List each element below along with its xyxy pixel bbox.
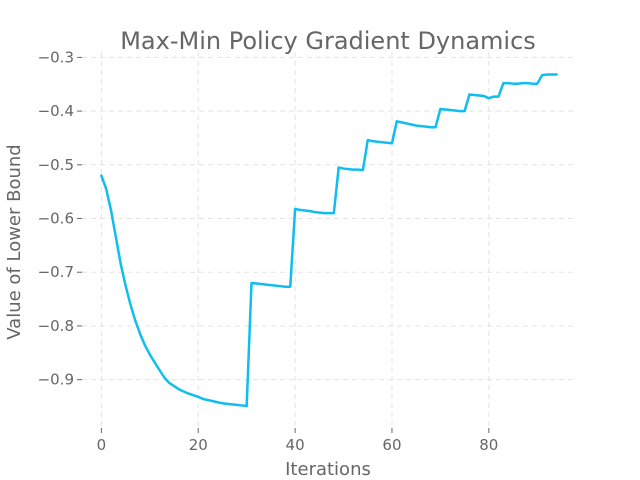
series-line — [100, 73, 558, 408]
tick-layer: 0 20 40 60 80 −0.9 −0.8 −0.7 −0.6 −0.5 −0.4 −0.3 — [38, 48, 499, 454]
x-tick-label: 0 — [97, 436, 107, 454]
y-tick-label: −0.3 — [38, 48, 74, 66]
y-tick-label: −0.9 — [38, 371, 74, 389]
x-axis-label: Iterations — [285, 459, 371, 480]
grid-layer — [82, 52, 576, 428]
y-tick-label: −0.8 — [38, 317, 74, 335]
y-tick-label: −0.4 — [38, 102, 74, 120]
y-tick-label: −0.7 — [38, 263, 74, 281]
y-axis-label: Value of Lower Bound — [4, 144, 25, 339]
y-tick-label: −0.5 — [38, 156, 74, 174]
series-layer — [100, 73, 558, 408]
chart-title: Max-Min Policy Gradient Dynamics — [120, 27, 536, 55]
x-tick-label: 60 — [382, 436, 401, 454]
x-tick-label: 80 — [479, 436, 498, 454]
x-tick-label: 40 — [286, 436, 305, 454]
x-tick-label: 20 — [189, 436, 208, 454]
y-tick-label: −0.6 — [38, 210, 74, 228]
